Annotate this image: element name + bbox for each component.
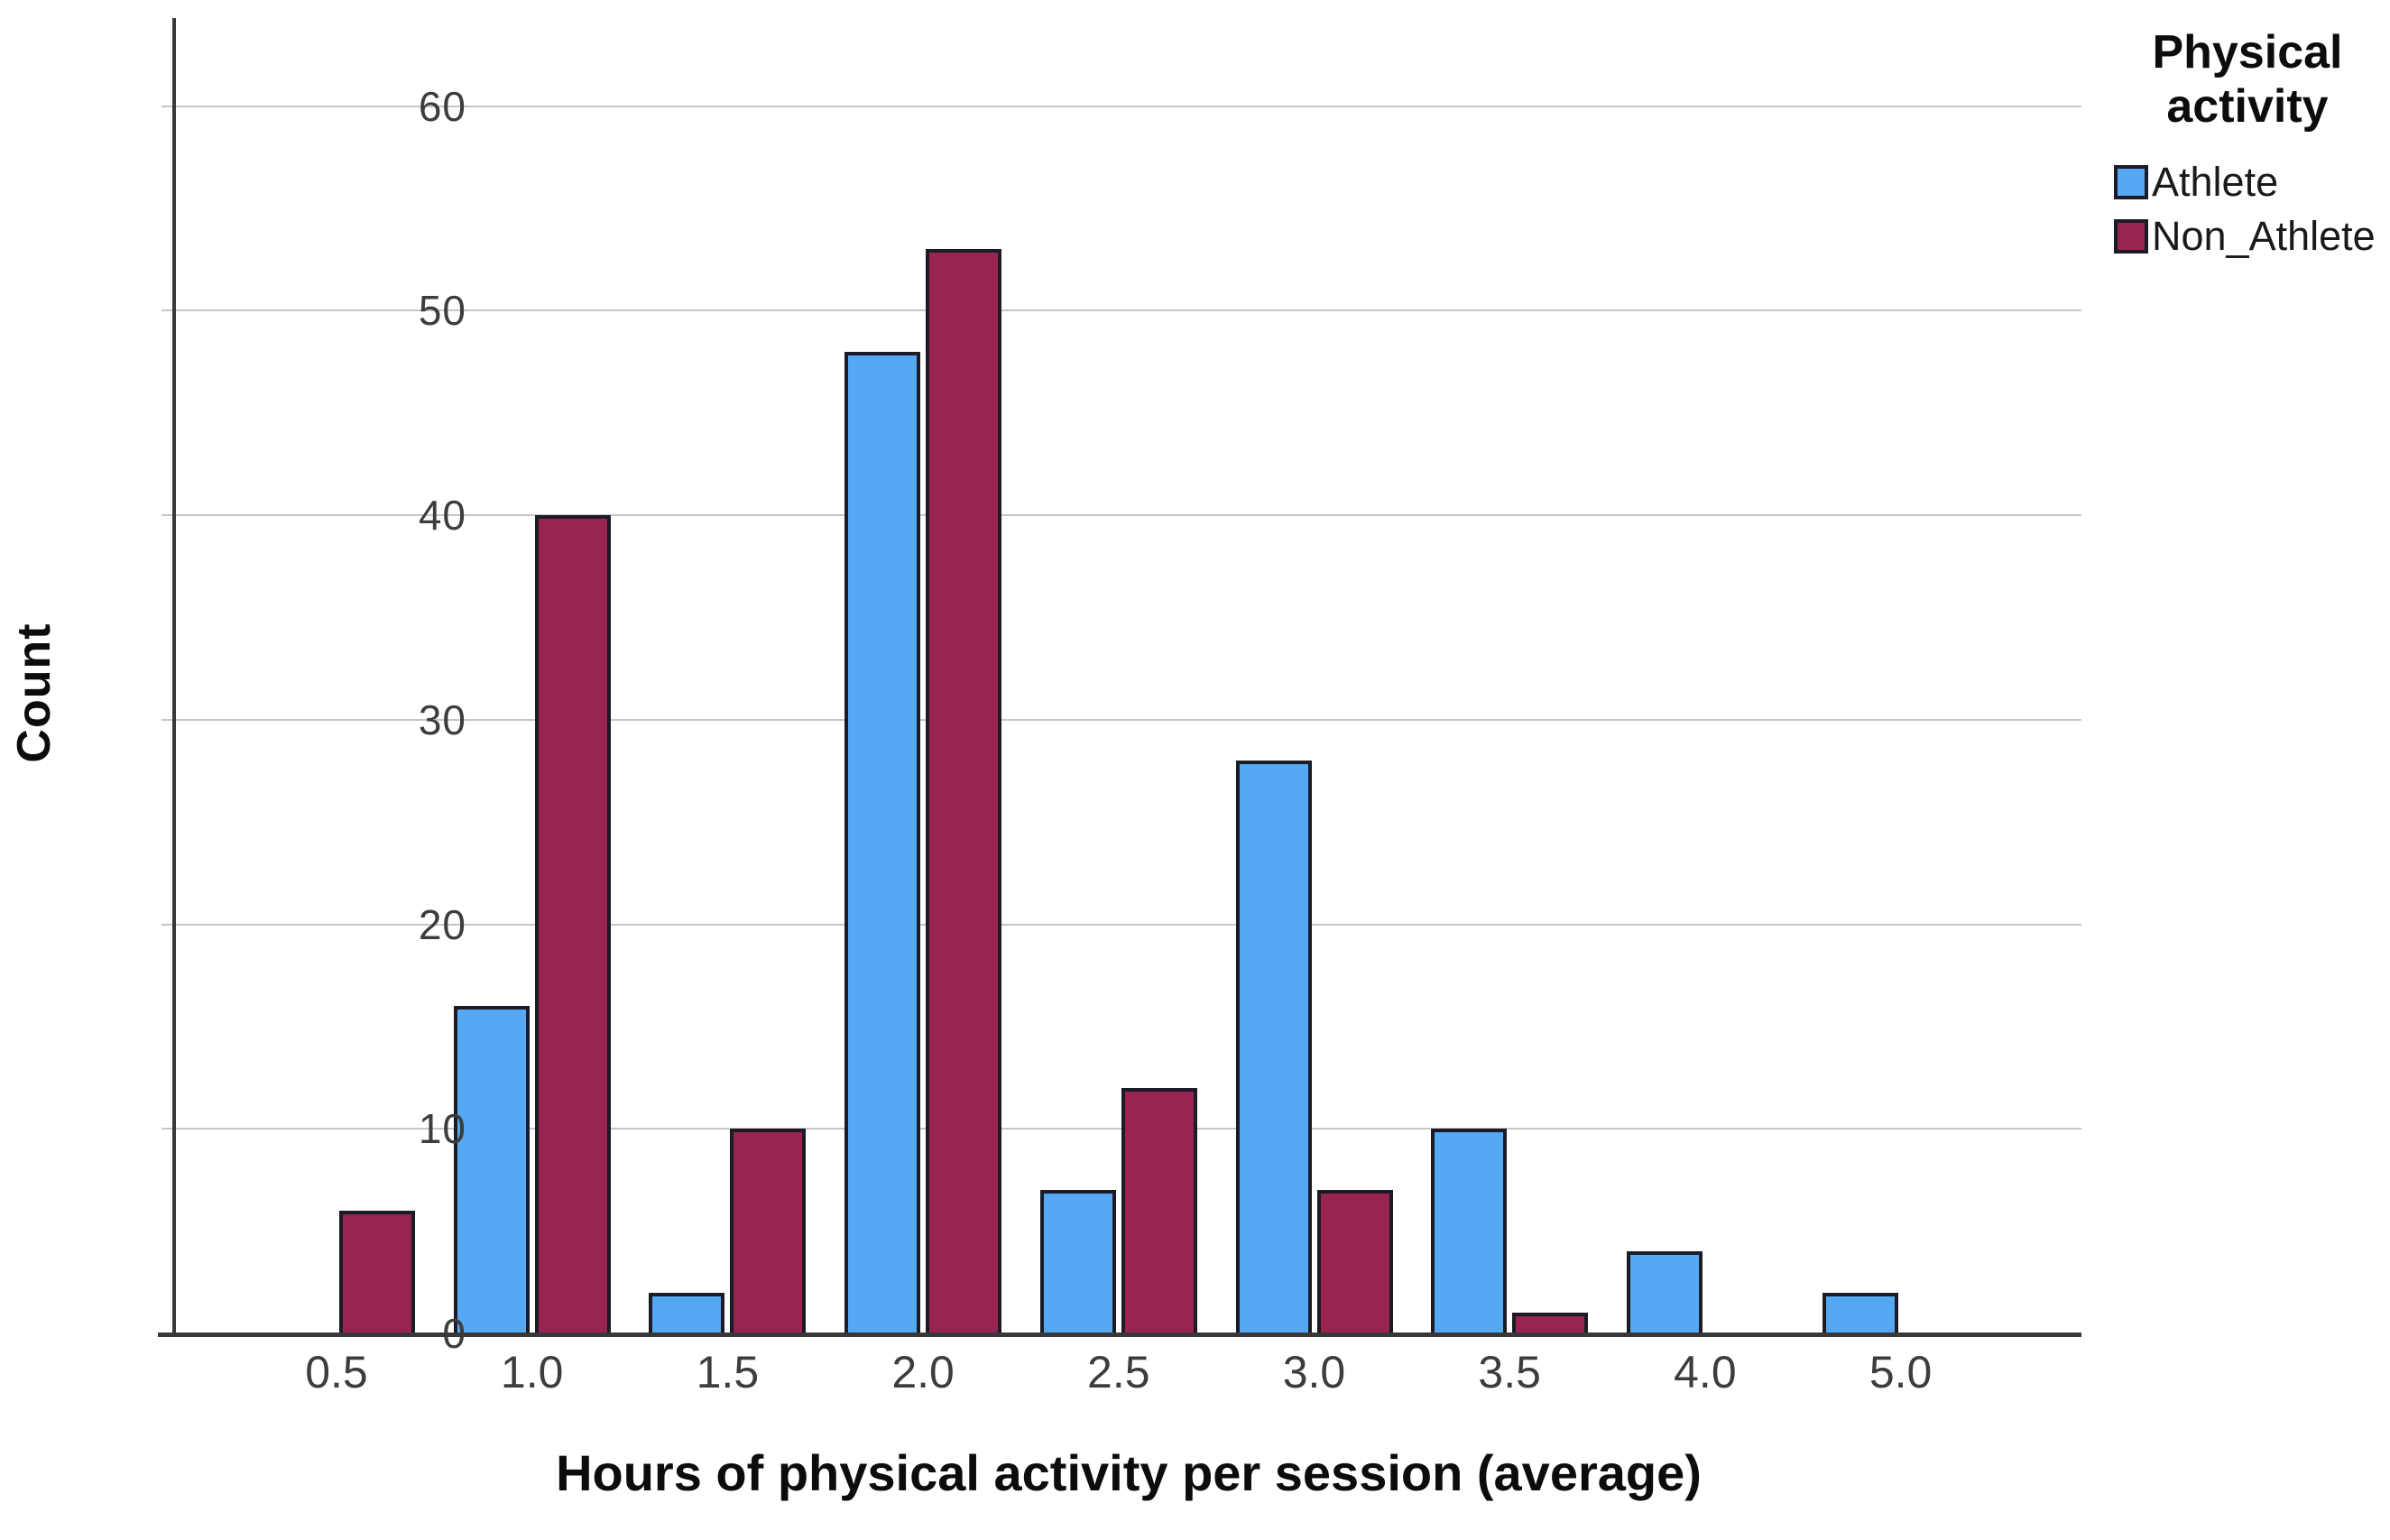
legend-entry-non_athlete: Non_Athlete [2114, 213, 2383, 260]
x-tick-label-3.0: 3.0 [1282, 1347, 1346, 1397]
x-tick-label-1.0: 1.0 [500, 1347, 564, 1397]
bar-athlete-2.0 [844, 352, 921, 1333]
bar-athlete-1.0 [453, 1006, 530, 1333]
y-tick-label-60: 60 [418, 82, 466, 130]
legend-title: Physical activity [2152, 26, 2343, 133]
bar-athlete-3.0 [1235, 761, 1312, 1333]
bar-athlete-4.0 [1626, 1251, 1703, 1333]
bar-non_athlete-1.5 [730, 1129, 807, 1333]
x-tick-label-2.0: 2.0 [891, 1347, 955, 1397]
y-tick-label-50: 50 [418, 287, 466, 335]
y-tick-label-10: 10 [418, 1105, 466, 1153]
x-tick-label-4.0: 4.0 [1674, 1347, 1737, 1397]
gridline-y-20 [161, 923, 2081, 926]
y-tick-label-40: 40 [418, 492, 466, 539]
bar-athlete-2.5 [1039, 1190, 1116, 1333]
legend-swatch-non_athlete [2114, 219, 2148, 254]
x-tick-label-0.5: 0.5 [305, 1347, 368, 1397]
gridline-y-60 [161, 105, 2081, 107]
x-tick-label-5.0: 5.0 [1869, 1347, 1933, 1397]
bar-non_athlete-3.0 [1316, 1190, 1393, 1333]
bar-athlete-3.5 [1431, 1129, 1508, 1333]
y-axis-title: Count [8, 622, 60, 763]
legend-label-non_athlete: Non_Athlete [2152, 213, 2376, 259]
bar-non_athlete-1.0 [534, 515, 611, 1333]
bar-non_athlete-3.5 [1512, 1313, 1589, 1333]
x-axis-title: Hours of physical activity per session (… [556, 1444, 1702, 1501]
bar-non_athlete-0.5 [339, 1211, 415, 1333]
bar-non_athlete-2.0 [926, 249, 1002, 1333]
y-tick-label-20: 20 [418, 900, 466, 948]
bar-athlete-5.0 [1822, 1293, 1898, 1333]
plot-area [158, 18, 2081, 1337]
gridline-y-40 [161, 514, 2081, 517]
x-tick-label-1.5: 1.5 [696, 1347, 760, 1397]
bar-athlete-1.5 [649, 1293, 725, 1333]
y-axis-line [172, 18, 176, 1333]
y-tick-label-30: 30 [418, 696, 466, 743]
legend-entry-athlete: Athlete [2114, 159, 2383, 206]
x-tick-label-3.5: 3.5 [1478, 1347, 1541, 1397]
legend-label-athlete: Athlete [2152, 159, 2279, 205]
x-tick-label-2.5: 2.5 [1087, 1347, 1150, 1397]
legend-swatch-athlete [2114, 165, 2148, 199]
x-axis-line [158, 1333, 2081, 1337]
legend: Physical activity Athlete Non_Athlete [2112, 25, 2383, 267]
gridline-y-30 [161, 718, 2081, 721]
gridline-y-50 [161, 309, 2081, 312]
bar-non_athlete-2.5 [1121, 1088, 1197, 1333]
